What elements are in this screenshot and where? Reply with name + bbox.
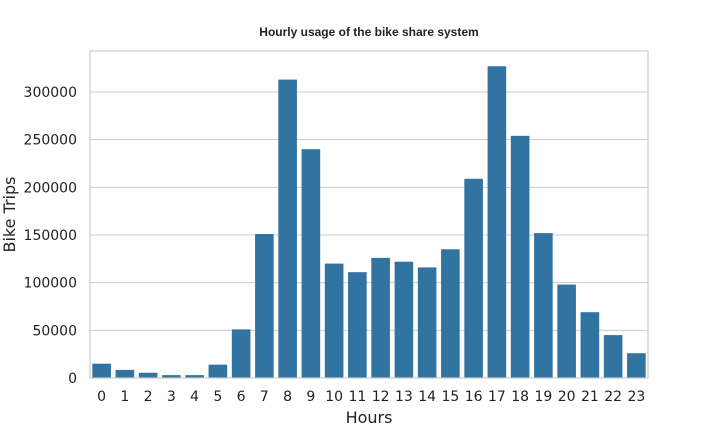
x-tick-label: 13 bbox=[395, 389, 413, 405]
y-gridlines bbox=[90, 91, 648, 331]
y-tick-label: 200000 bbox=[24, 180, 77, 196]
bar-hour-13 bbox=[394, 261, 414, 378]
x-tick-label: 15 bbox=[441, 389, 459, 405]
x-axis-label: Hours bbox=[346, 408, 393, 427]
bar-hour-14 bbox=[417, 267, 437, 378]
bars bbox=[92, 66, 646, 378]
bar-hour-11 bbox=[348, 272, 367, 378]
x-tick-label: 22 bbox=[604, 389, 622, 405]
plot-frame bbox=[89, 50, 649, 379]
bar-hour-4 bbox=[185, 375, 204, 378]
x-tick-label: 1 bbox=[120, 389, 129, 405]
x-tick-label: 5 bbox=[213, 389, 222, 405]
bar-hour-21 bbox=[580, 312, 600, 378]
x-tick-label: 16 bbox=[465, 389, 483, 405]
bar-hour-3 bbox=[162, 375, 181, 378]
bar-hour-5 bbox=[208, 364, 228, 378]
x-tick-label: 8 bbox=[283, 389, 292, 405]
x-tick-label: 18 bbox=[511, 389, 529, 405]
x-tick-label: 0 bbox=[97, 389, 106, 405]
x-tick-label: 10 bbox=[325, 389, 343, 405]
x-tick-label: 14 bbox=[418, 389, 436, 405]
y-tick-label: 300000 bbox=[24, 85, 77, 101]
y-tick-labels: 0 50000 100000 150000 200000 250000 300000 bbox=[24, 85, 77, 387]
x-tick-label: 17 bbox=[488, 389, 506, 405]
bar-hour-23 bbox=[627, 353, 646, 378]
x-tick-labels: 0 1 2 3 4 5 6 7 8 9 10 11 12 13 14 15 16 17 18 19 20 21 22 23 bbox=[97, 389, 645, 405]
x-tick-label: 2 bbox=[144, 389, 153, 405]
x-tick-label: 3 bbox=[167, 389, 176, 405]
bar-hour-8 bbox=[278, 79, 297, 378]
bar-hour-20 bbox=[557, 284, 576, 378]
x-tick-label: 12 bbox=[372, 389, 390, 405]
y-tick-label: 250000 bbox=[24, 133, 77, 149]
bar-hour-7 bbox=[255, 234, 274, 378]
x-tick-label: 21 bbox=[581, 389, 599, 405]
x-tick-label: 6 bbox=[237, 389, 246, 405]
x-tick-label: 23 bbox=[627, 389, 645, 405]
x-tick-label: 20 bbox=[558, 389, 576, 405]
x-tick-label: 9 bbox=[306, 389, 315, 405]
bar-hour-12 bbox=[371, 257, 390, 378]
bar-hour-6 bbox=[231, 329, 251, 378]
x-tick-label: 11 bbox=[348, 389, 366, 405]
x-tick-label: 19 bbox=[534, 389, 552, 405]
bar-hour-15 bbox=[441, 249, 460, 378]
bar-hour-9 bbox=[301, 149, 321, 378]
y-axis-label: Bike Trips bbox=[0, 177, 19, 253]
bar-hour-17 bbox=[487, 66, 507, 378]
y-tick-label: 100000 bbox=[24, 276, 77, 292]
bar-hour-22 bbox=[603, 335, 623, 378]
y-tick-label: 0 bbox=[68, 371, 77, 387]
y-tick-label: 150000 bbox=[24, 228, 77, 244]
bar-hour-2 bbox=[138, 372, 158, 378]
bar-hour-0 bbox=[92, 363, 111, 378]
bar-hour-18 bbox=[510, 135, 530, 378]
x-tick-label: 7 bbox=[260, 389, 269, 405]
y-tick-label: 50000 bbox=[32, 323, 77, 339]
bar-hour-1 bbox=[115, 369, 135, 378]
bar-hour-19 bbox=[534, 233, 553, 378]
bar-hour-16 bbox=[464, 178, 483, 378]
chart-title: Hourly usage of the bike share system bbox=[259, 25, 478, 39]
bar-hour-10 bbox=[324, 263, 344, 378]
x-tick-label: 4 bbox=[190, 389, 199, 405]
